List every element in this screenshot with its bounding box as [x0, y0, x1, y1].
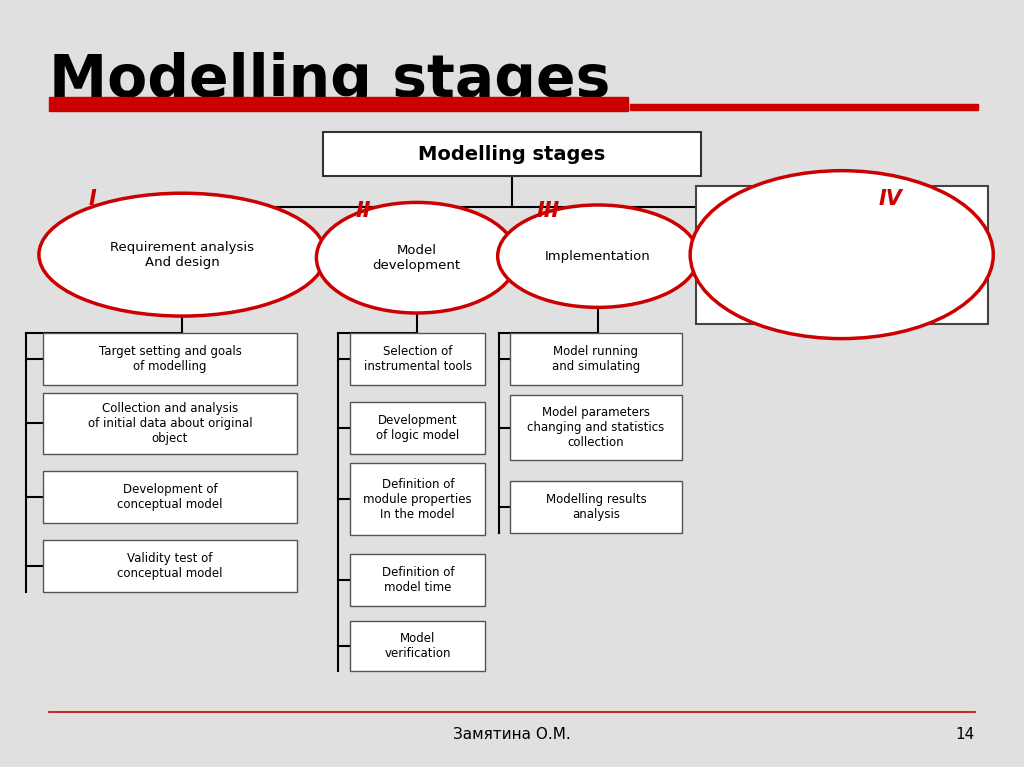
Text: Modelling results
analysis: Modelling results analysis — [546, 493, 646, 521]
Ellipse shape — [498, 205, 698, 308]
FancyBboxPatch shape — [43, 471, 297, 523]
Text: Definition of
module properties
In the model: Definition of module properties In the m… — [364, 478, 472, 521]
FancyBboxPatch shape — [350, 402, 485, 454]
Ellipse shape — [316, 202, 517, 313]
FancyBboxPatch shape — [43, 393, 297, 454]
Bar — [49, 97, 628, 111]
Text: Validity test of
conceptual model: Validity test of conceptual model — [117, 552, 223, 580]
Text: Modelling results analysis
according initial
requirements and goals: Modelling results analysis according ini… — [748, 230, 937, 279]
Ellipse shape — [690, 171, 993, 338]
FancyBboxPatch shape — [350, 554, 485, 606]
FancyBboxPatch shape — [350, 463, 485, 535]
FancyBboxPatch shape — [350, 333, 485, 385]
Text: Model
development: Model development — [373, 244, 461, 272]
Text: Development
of logic model: Development of logic model — [376, 414, 460, 442]
Text: Collection and analysis
of initial data about original
object: Collection and analysis of initial data … — [88, 402, 252, 445]
Text: I: I — [88, 189, 96, 209]
Text: Model parameters
changing and statistics
collection: Model parameters changing and statistics… — [527, 406, 665, 449]
Ellipse shape — [39, 193, 326, 316]
Text: Definition of
model time: Definition of model time — [382, 566, 454, 594]
Text: Modelling stages: Modelling stages — [49, 52, 610, 109]
Text: Model
verification: Model verification — [385, 632, 451, 660]
Text: Замятина О.М.: Замятина О.М. — [454, 727, 570, 742]
Text: III: III — [537, 201, 559, 221]
Text: Target setting and goals
of modelling: Target setting and goals of modelling — [98, 345, 242, 373]
Text: Development of
conceptual model: Development of conceptual model — [117, 483, 223, 511]
FancyBboxPatch shape — [323, 132, 701, 176]
FancyBboxPatch shape — [696, 186, 988, 324]
Text: II: II — [355, 201, 372, 221]
FancyBboxPatch shape — [510, 333, 682, 385]
Text: Implementation: Implementation — [545, 250, 651, 262]
FancyBboxPatch shape — [43, 333, 297, 385]
Text: IV: IV — [879, 189, 903, 209]
Text: 14: 14 — [955, 727, 975, 742]
Bar — [630, 104, 978, 110]
Text: Model running
and simulating: Model running and simulating — [552, 345, 640, 373]
FancyBboxPatch shape — [350, 621, 485, 671]
FancyBboxPatch shape — [510, 481, 682, 533]
Text: Modelling stages: Modelling stages — [419, 145, 605, 163]
FancyBboxPatch shape — [43, 540, 297, 592]
Text: Selection of
instrumental tools: Selection of instrumental tools — [364, 345, 472, 373]
Text: Requirement analysis
And design: Requirement analysis And design — [111, 241, 254, 268]
FancyBboxPatch shape — [510, 395, 682, 460]
